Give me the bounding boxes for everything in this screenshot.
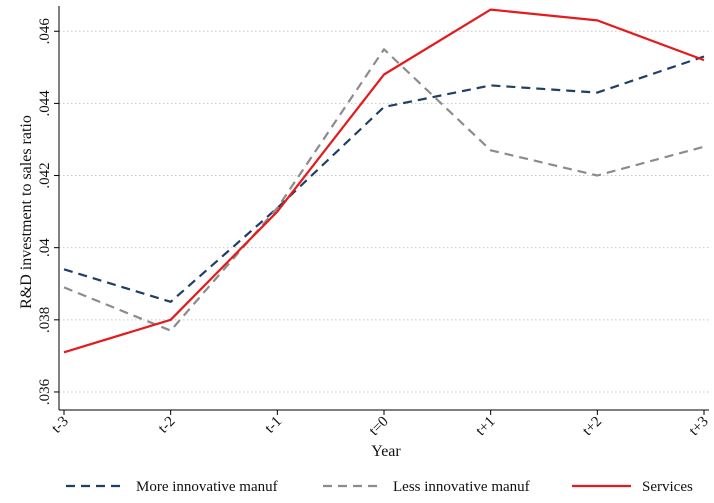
- x-tick-label: t+3: [686, 414, 712, 440]
- x-tick-label: t-1: [262, 414, 285, 437]
- gridlines: [59, 30, 709, 393]
- legend-label-3: Services: [642, 479, 693, 495]
- y-tick-label: .036: [37, 378, 53, 405]
- x-tick-label: t+1: [473, 414, 499, 440]
- series-line-2: [63, 48, 705, 332]
- series-line-1: [63, 55, 705, 303]
- x-tick-label: t-3: [49, 414, 72, 437]
- y-tick-label: .042: [37, 162, 53, 188]
- x-tick-label: t-2: [155, 414, 178, 437]
- y-axis-ticks: .036 .038 .04 .042 .044 .046: [37, 18, 59, 405]
- y-tick-label: .044: [37, 90, 53, 117]
- x-tick-label: t+2: [580, 414, 606, 440]
- y-tick-label: .04: [37, 238, 53, 257]
- x-tick-label: t=0: [366, 414, 392, 440]
- series-line-3: [63, 8, 705, 354]
- x-axis-ticks: t-3 t-2 t-1 t=0 t+1 t+2 t+3: [49, 410, 712, 439]
- legend-label-1: More innovative manuf: [136, 479, 278, 495]
- x-axis-title: Year: [371, 443, 401, 460]
- y-tick-label: .038: [37, 307, 53, 333]
- axes: [58, 6, 709, 411]
- legend-label-2: Less innovative manuf: [393, 479, 530, 495]
- y-tick-label: .046: [37, 18, 53, 45]
- legend: More innovative manuf Less innovative man…: [66, 479, 693, 495]
- y-axis-title: R&D investment to sales ratio: [18, 115, 35, 309]
- series-lines: [63, 8, 705, 354]
